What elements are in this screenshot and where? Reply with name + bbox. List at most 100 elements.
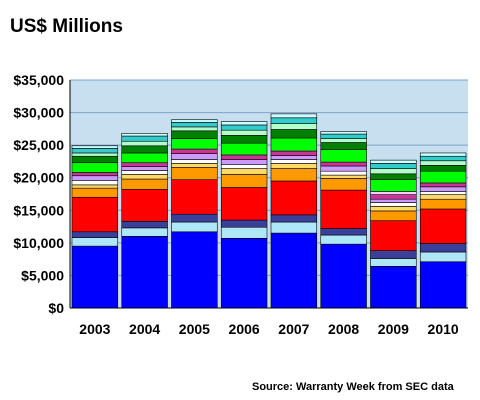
bar-segment: [121, 189, 168, 222]
bar-segment: [370, 250, 417, 259]
bar-segment: [270, 129, 318, 139]
bar-segment: [71, 180, 119, 186]
bar-segment: [220, 164, 268, 169]
bar-segment: [419, 152, 467, 157]
bar-segment: [419, 165, 467, 172]
bar-segment: [370, 258, 417, 267]
x-axis-tick-labels: 2003 2004 2005 2006 2007 2008 2009 2010: [79, 321, 459, 337]
bar-segment: [320, 149, 367, 163]
bar-segment: [71, 184, 119, 189]
bar-segment: [270, 155, 318, 160]
bar-segment: [270, 163, 318, 169]
x-tick-label: 2006: [229, 321, 260, 337]
y-tick-label: $10,000: [13, 235, 64, 251]
bar-segment: [220, 121, 268, 126]
bars: [71, 113, 467, 309]
bar-segment: [171, 138, 218, 150]
bar-segment: [220, 174, 268, 188]
bar-segment: [220, 129, 268, 136]
bar-segment: [71, 175, 119, 181]
bar-segment: [71, 245, 119, 309]
bar-segment: [419, 251, 467, 263]
bar-segment: [370, 266, 417, 309]
bar-segment: [419, 208, 467, 244]
bar-segment: [270, 150, 318, 156]
bar-segment: [121, 152, 168, 164]
bar-segment: [171, 119, 218, 123]
bar-segment: [220, 154, 268, 160]
bar-segment: [171, 231, 218, 309]
bar-segment: [220, 237, 268, 309]
bar-segment: [270, 137, 318, 152]
y-tick-label: $30,000: [13, 105, 64, 121]
y-tick-label: $20,000: [13, 170, 64, 186]
bar-segment: [171, 153, 218, 160]
chart-title: US$ Millions: [10, 16, 123, 37]
bar-segment: [419, 160, 467, 166]
bar-segment: [419, 182, 467, 188]
bar-segment: [320, 234, 367, 245]
bar-segment: [419, 170, 467, 184]
bar-segment: [370, 163, 417, 169]
x-tick-label: 2003: [79, 321, 110, 337]
bar-segment: [121, 221, 168, 229]
bar-segment: [370, 168, 417, 175]
bar-segment: [171, 126, 218, 132]
bar-segment: [71, 231, 119, 238]
y-axis-tick-labels: $0 $5,000 $10,000 $15,000 $20,000 $25,000 $30,…: [13, 72, 64, 316]
bar-segment: [419, 243, 467, 253]
bar-segment: [171, 122, 218, 128]
bar-segment: [270, 180, 318, 216]
y-tick-label: $15,000: [13, 202, 64, 218]
bar-segment: [121, 133, 168, 137]
bar-segment: [320, 189, 367, 229]
bar-segment: [220, 226, 268, 239]
bar-segment: [71, 162, 119, 173]
source-note: Source: Warranty Week from SEC data: [252, 381, 454, 393]
x-tick-label: 2009: [378, 321, 409, 337]
bar-segment: [270, 168, 318, 182]
bar-segment: [71, 145, 119, 149]
bar-segment: [419, 194, 467, 200]
bar-segment: [71, 196, 119, 233]
bar-segment: [121, 227, 168, 237]
bar-segment: [370, 194, 417, 200]
bar-segment: [320, 170, 367, 176]
bar-segment: [171, 221, 218, 233]
bar-segment: [320, 138, 367, 143]
bar-segment: [220, 135, 268, 144]
bar-segment: [419, 186, 467, 192]
bar-segment: [370, 202, 417, 207]
y-tick-label: $35,000: [13, 72, 64, 88]
bar-segment: [71, 187, 119, 198]
x-tick-label: 2007: [278, 321, 309, 337]
bar-segment: [71, 155, 119, 164]
bar-segment: [320, 131, 367, 135]
y-tick-label: $25,000: [13, 137, 64, 153]
bar-segment: [270, 221, 318, 234]
x-tick-label: 2010: [428, 321, 459, 337]
bar-segment: [121, 145, 168, 154]
bar-segment: [370, 198, 417, 203]
bar-segment: [220, 168, 268, 175]
bar-segment: [220, 124, 268, 131]
bar-segment: [270, 232, 318, 309]
bar-segment: [370, 173, 417, 180]
bar-segment: [270, 123, 318, 130]
bar-segment: [171, 213, 218, 223]
bar-segment: [171, 179, 218, 215]
bar-segment: [220, 219, 268, 228]
bar-segment: [320, 161, 367, 167]
bar-segment: [320, 178, 367, 191]
bar-segment: [121, 162, 168, 167]
bar-segment: [71, 172, 119, 177]
bar-segment: [270, 214, 318, 223]
bar-segment: [220, 159, 268, 165]
bar-segment: [121, 166, 168, 171]
y-tick-label: $0: [48, 300, 64, 316]
bar-segment: [370, 206, 417, 212]
bar-segment: [121, 174, 168, 180]
bar-segment: [71, 148, 119, 154]
x-tick-label: 2004: [129, 321, 160, 337]
